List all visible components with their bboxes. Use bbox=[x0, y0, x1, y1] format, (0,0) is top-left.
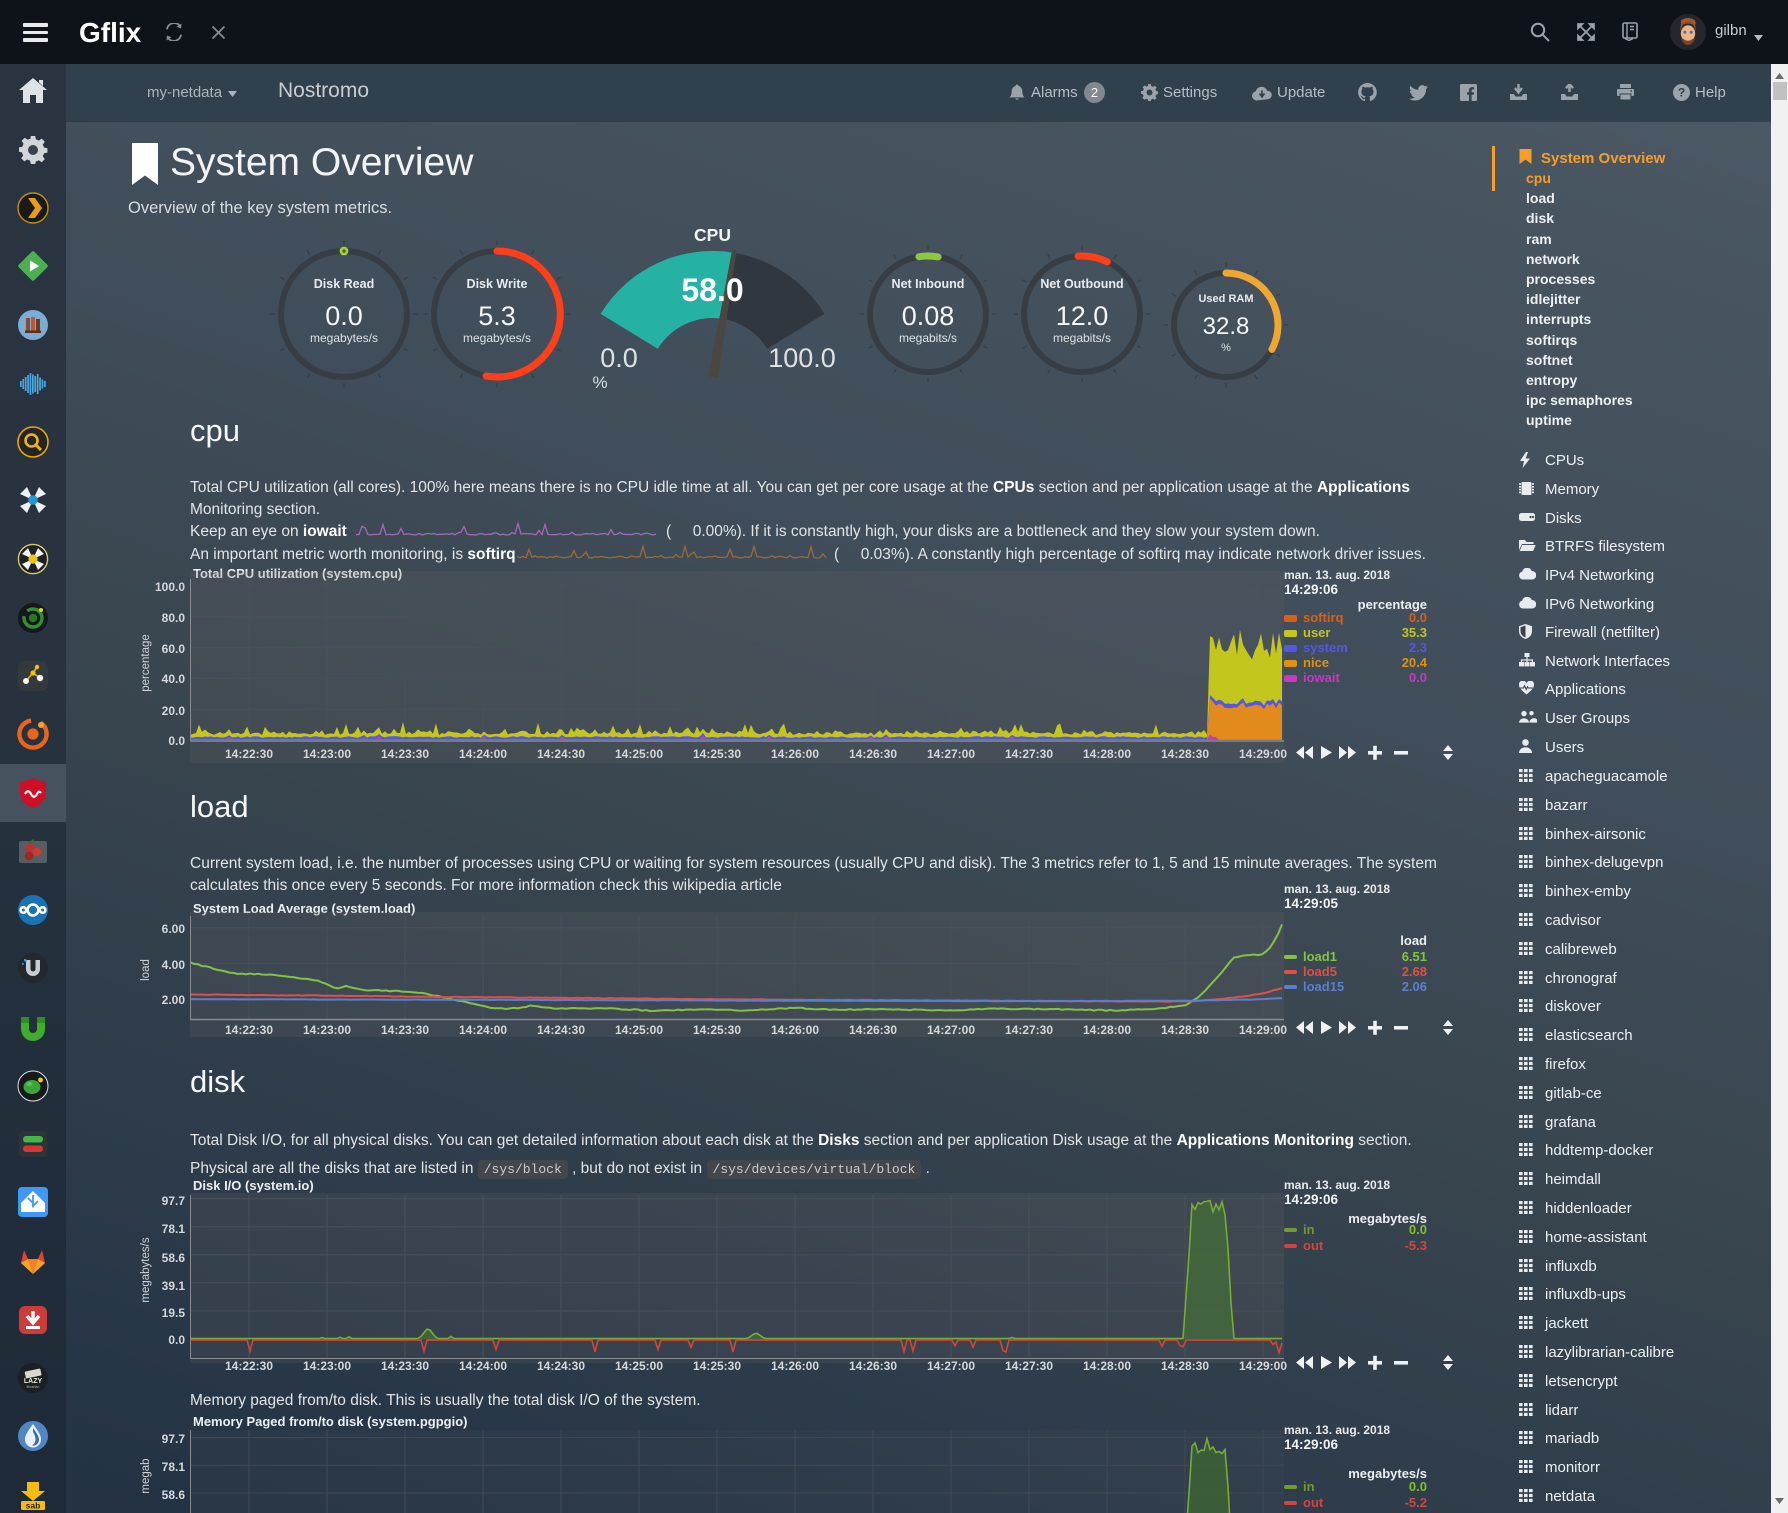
svg-text:?: ? bbox=[1678, 86, 1685, 100]
svg-text:0.0: 0.0 bbox=[600, 343, 638, 373]
svg-text:Net Outbound: Net Outbound bbox=[1040, 277, 1123, 291]
svg-text:%: % bbox=[592, 373, 607, 392]
svg-text:sab: sab bbox=[26, 1501, 41, 1511]
svg-text:0.0: 0.0 bbox=[325, 301, 363, 331]
svg-text:0.08: 0.08 bbox=[902, 301, 955, 331]
svg-text:LAZY: LAZY bbox=[24, 1378, 43, 1385]
svg-text:100.0: 100.0 bbox=[768, 343, 836, 373]
svg-text:megabits/s: megabits/s bbox=[899, 331, 957, 345]
svg-text:megabytes/s: megabytes/s bbox=[310, 331, 378, 345]
svg-text:librarian: librarian bbox=[27, 1385, 40, 1389]
svg-text:58.0: 58.0 bbox=[681, 272, 743, 308]
svg-text:5.3: 5.3 bbox=[478, 301, 516, 331]
svg-text:32.8: 32.8 bbox=[1203, 313, 1250, 340]
svg-text:Disk Write: Disk Write bbox=[467, 277, 528, 291]
svg-text:megabytes/s: megabytes/s bbox=[463, 331, 531, 345]
svg-text:CPU: CPU bbox=[694, 225, 731, 245]
svg-text:megabits/s: megabits/s bbox=[1053, 331, 1111, 345]
svg-text:Net Inbound: Net Inbound bbox=[892, 277, 965, 291]
svg-text:Used RAM: Used RAM bbox=[1198, 293, 1253, 305]
svg-text:%: % bbox=[1221, 342, 1231, 354]
svg-text:Disk Read: Disk Read bbox=[314, 277, 374, 291]
svg-text:12.0: 12.0 bbox=[1056, 301, 1109, 331]
